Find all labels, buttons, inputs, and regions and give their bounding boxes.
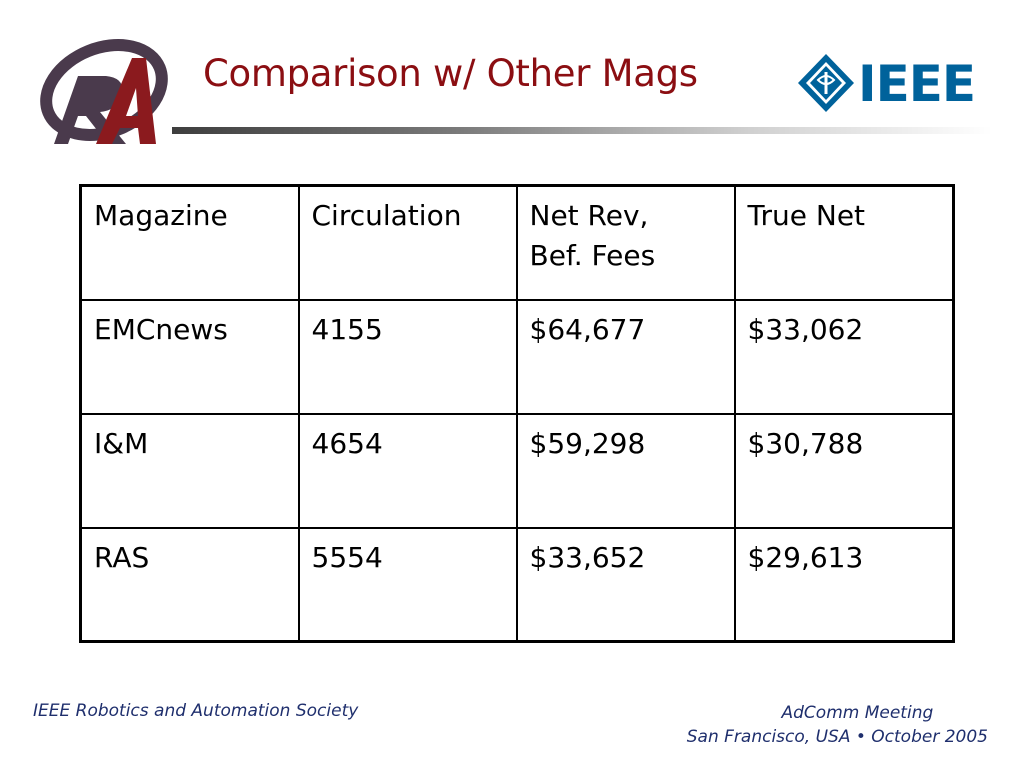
cell-true-net: $30,788 (733, 412, 955, 529)
cell-magazine: I&M (79, 412, 300, 529)
header-cell-magazine: Magazine (79, 184, 300, 301)
ras-logo (40, 39, 168, 144)
title-rule (172, 127, 992, 134)
cell-net-rev: $59,298 (515, 412, 736, 529)
footer-society: IEEE Robotics and Automation Society (33, 701, 359, 721)
table-row: RAS 5554 $33,652 $29,613 (79, 526, 955, 643)
table-row: I&M 4654 $59,298 $30,788 (79, 412, 955, 529)
ieee-logo-text: IEEE (858, 55, 975, 113)
cell-magazine: EMCnews (79, 298, 300, 415)
header-cell-net-rev: Net Rev, Bef. Fees (515, 184, 736, 301)
ieee-logo: IEEE (798, 54, 976, 113)
cell-magazine: RAS (79, 526, 300, 643)
cell-circulation: 4155 (297, 298, 518, 415)
header-cell-true-net: True Net (733, 184, 955, 301)
cell-true-net: $29,613 (733, 526, 955, 643)
comparison-table: Magazine Circulation Net Rev, Bef. Fees … (79, 184, 955, 643)
header-cell-circulation: Circulation (297, 184, 518, 301)
table-header-row: Magazine Circulation Net Rev, Bef. Fees … (79, 184, 955, 301)
table-row: EMCnews 4155 $64,677 $33,062 (79, 298, 955, 415)
cell-circulation: 5554 (297, 526, 518, 643)
footer-meeting-name: AdComm Meeting (781, 703, 934, 723)
cell-net-rev: $33,652 (515, 526, 736, 643)
footer-meeting: AdComm Meeting San Francisco, USA • Octo… (687, 701, 988, 749)
cell-circulation: 4654 (297, 412, 518, 529)
cell-net-rev: $64,677 (515, 298, 736, 415)
ieee-diamond-icon (798, 54, 854, 112)
cell-true-net: $33,062 (733, 298, 955, 415)
footer-meeting-location-date: San Francisco, USA • October 2005 (686, 727, 988, 747)
slide-title: Comparison w/ Other Mags (203, 52, 698, 95)
